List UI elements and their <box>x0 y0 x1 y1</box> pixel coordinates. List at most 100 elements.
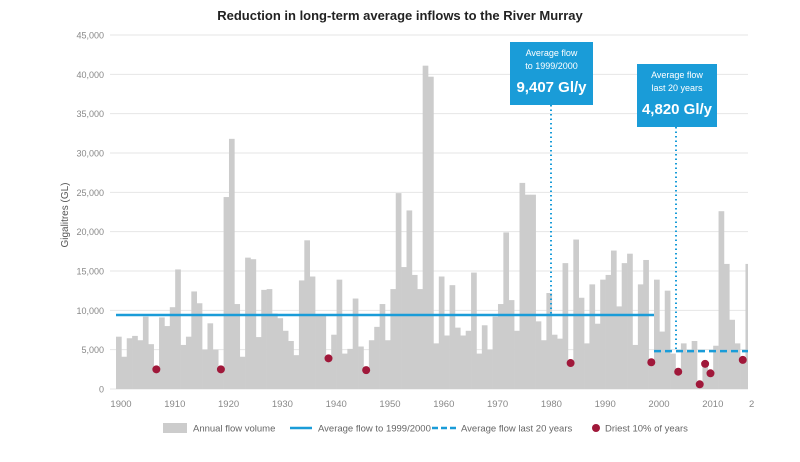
bar-2004 <box>675 371 682 389</box>
bar-1967 <box>476 353 483 389</box>
bar-1940 <box>331 334 337 389</box>
bar-1901 <box>121 356 128 389</box>
bar-1994 <box>621 263 628 389</box>
driest-dot-1939 <box>324 354 333 363</box>
bar-2009 <box>702 363 709 389</box>
bar-1938 <box>320 315 327 389</box>
bar-1926 <box>255 337 262 389</box>
bar-1900 <box>116 336 122 389</box>
bar-1972 <box>503 232 510 389</box>
annotation-value: 9,407 Gl/y <box>516 79 587 96</box>
bar-1951 <box>390 289 397 389</box>
driest-dot-2008 <box>695 380 704 389</box>
y-tick-label: 40,000 <box>76 70 104 80</box>
bar-1970 <box>492 316 499 389</box>
bar-1993 <box>616 306 623 389</box>
chart-title: Reduction in long-term average inflows t… <box>217 8 583 23</box>
bar-1913 <box>185 336 192 389</box>
bar-1959 <box>433 343 440 389</box>
bar-1920 <box>223 197 230 389</box>
bar-1909 <box>164 326 171 389</box>
bar-1974 <box>514 330 520 389</box>
y-axis-label: Gigalitres (GL) <box>60 182 71 247</box>
bar-1998 <box>643 259 649 389</box>
bar-1990 <box>600 279 606 389</box>
bar-1980 <box>546 293 553 389</box>
bar-1929 <box>272 313 278 389</box>
legend: Annual flow volume Average flow to 1999/2… <box>163 423 688 435</box>
bar-1936 <box>309 276 316 389</box>
bar-2006 <box>686 352 692 389</box>
bar-1964 <box>460 335 466 389</box>
legend-swatch-bars <box>163 423 187 433</box>
bar-1910 <box>169 307 176 389</box>
y-tick-label: 25,000 <box>76 188 104 198</box>
bar-1999 <box>648 362 655 389</box>
legend-label: Average flow to 1999/2000 <box>318 424 431 435</box>
bar-1969 <box>487 349 493 389</box>
bar-1973 <box>508 300 515 389</box>
bar-1968 <box>481 325 488 389</box>
x-tick-label: 2000 <box>648 399 669 410</box>
bar-2003 <box>670 353 676 389</box>
bar-1912 <box>180 344 187 389</box>
bar-1946 <box>363 370 370 389</box>
bar-2012 <box>718 211 725 389</box>
bar-1992 <box>610 250 617 389</box>
bar-2011 <box>713 345 719 389</box>
bar-1961 <box>444 335 450 389</box>
driest-dot-1999 <box>647 358 656 367</box>
y-tick-label: 20,000 <box>76 227 104 237</box>
bar-1930 <box>277 318 284 389</box>
bar-1982 <box>557 338 563 389</box>
bar-1947 <box>368 340 375 389</box>
bar-1928 <box>266 289 273 389</box>
legend-label: Annual flow volume <box>193 424 275 435</box>
bar-1942 <box>341 353 348 389</box>
bar-2013 <box>723 263 730 389</box>
bar-1995 <box>627 253 633 389</box>
annotation-box <box>510 42 593 105</box>
bar-2001 <box>659 331 666 389</box>
x-tick-label: 1910 <box>164 399 185 410</box>
x-tick-label-partial: 2 <box>749 399 754 410</box>
x-tick-label: 1990 <box>595 399 616 410</box>
bar-1919 <box>218 369 224 389</box>
annotation-line2: last 20 years <box>651 83 703 93</box>
bar-1965 <box>465 330 472 389</box>
bar-1983 <box>562 263 569 389</box>
bar-1954 <box>406 210 413 389</box>
x-tick-label: 1980 <box>541 399 562 410</box>
bar-1903 <box>132 335 138 389</box>
bar-1934 <box>298 280 305 389</box>
bar-1925 <box>250 259 257 389</box>
driest-dot-1907 <box>152 365 161 374</box>
bar-1988 <box>589 284 596 389</box>
x-tick-label: 1930 <box>272 399 293 410</box>
bar-1924 <box>245 257 251 389</box>
bar-1949 <box>379 304 386 389</box>
bar-1933 <box>293 355 300 389</box>
legend-label: Driest 10% of years <box>605 424 688 435</box>
x-tick-label: 1940 <box>326 399 347 410</box>
x-tick-label: 1970 <box>487 399 508 410</box>
bar-1957 <box>422 65 429 390</box>
bar-2007 <box>691 341 698 389</box>
annotation-value: 4,820 Gl/y <box>642 101 713 118</box>
legend-label: Average flow last 20 years <box>461 424 572 435</box>
annotation-line1: Average flow <box>651 70 703 80</box>
bar-1931 <box>282 330 289 389</box>
bar-1932 <box>288 341 294 389</box>
bar-1939 <box>325 358 332 389</box>
bar-1966 <box>471 272 477 389</box>
driest-dot-2009 <box>701 359 710 368</box>
bar-1953 <box>401 267 407 389</box>
bar-1997 <box>637 284 644 389</box>
bar-1916 <box>202 349 208 389</box>
bar-1984 <box>567 363 574 389</box>
legend-swatch-dot <box>592 424 600 432</box>
y-tick-label: 35,000 <box>76 109 104 119</box>
bar-1977 <box>530 194 536 389</box>
bar-1917 <box>207 323 214 389</box>
